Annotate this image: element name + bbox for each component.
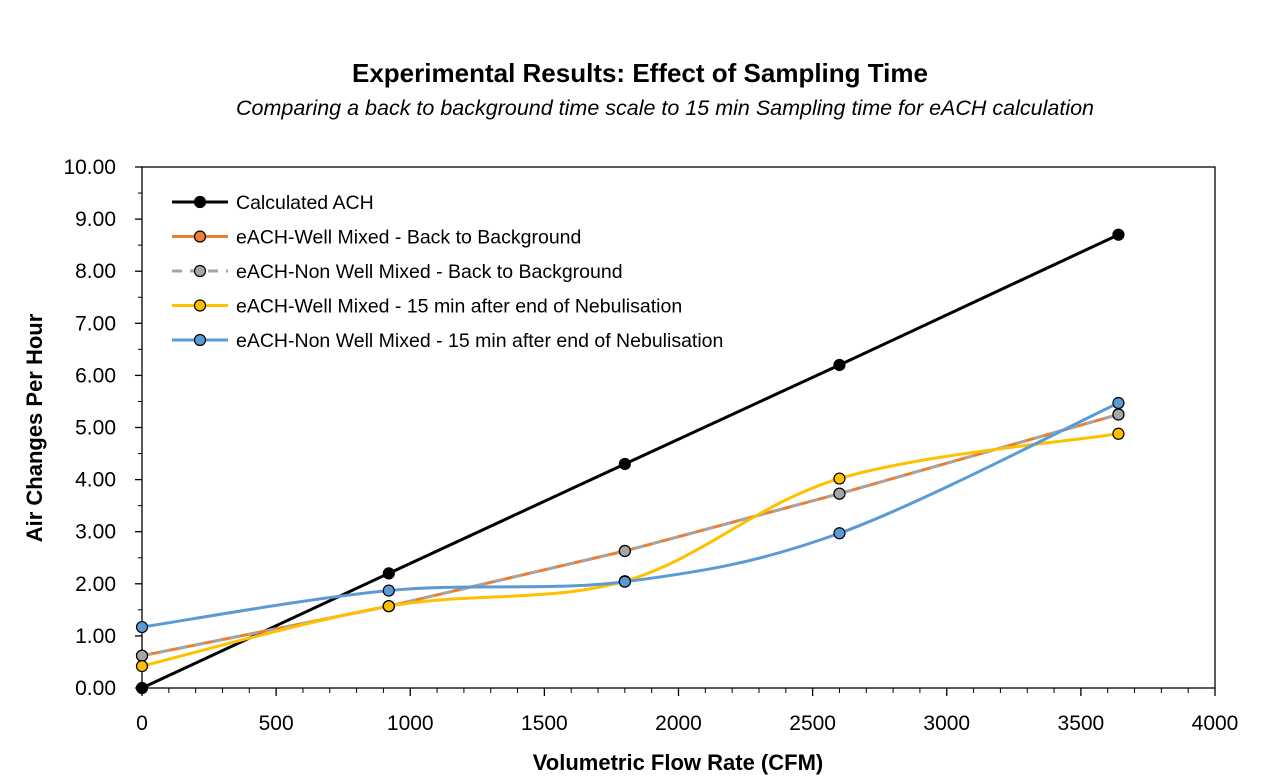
y-tick-label: 1.00	[75, 625, 116, 648]
data-point-series-0	[382, 567, 395, 580]
chart-title: Experimental Results: Effect of Sampling…	[352, 58, 928, 88]
data-point-series-0	[1112, 228, 1125, 241]
x-tick-label: 3500	[1058, 712, 1105, 735]
data-point-series-2	[135, 649, 149, 662]
legend-marker-4	[193, 333, 207, 347]
legend-label-2: eACH-Non Well Mixed - Back to Background	[236, 261, 623, 283]
legend-label-1: eACH-Well Mixed - Back to Background	[236, 227, 581, 249]
y-tick-label: 0.00	[75, 677, 116, 700]
y-axis-label: Air Changes Per Hour	[22, 313, 47, 542]
y-tick-label: 5.00	[75, 417, 116, 440]
legend-label-4: eACH-Non Well Mixed - 15 min after end o…	[236, 330, 723, 352]
y-tick-label: 3.00	[75, 521, 116, 544]
data-point-series-3	[833, 472, 846, 485]
chart-subtitle: Comparing a back to background time scal…	[235, 96, 1095, 120]
series-line-4	[140, 401, 1120, 629]
data-point-series-2	[1112, 408, 1125, 421]
data-point-series-0	[833, 358, 846, 372]
data-point-series-3	[382, 600, 395, 613]
x-tick-label: 3000	[923, 712, 970, 735]
data-point-series-3	[1112, 427, 1125, 440]
y-tick-label: 4.00	[75, 469, 116, 492]
axes: 0.00 1.00 2.00 3.00 4.00 5.00 6.00 7.00 8.00 9.00…	[63, 156, 1238, 735]
x-tick-label: 500	[259, 712, 294, 735]
x-axis-label: Volumetric Flow Rate (CFM)	[533, 750, 824, 775]
data-point-series-4	[382, 584, 395, 597]
marker-layer	[135, 228, 1125, 695]
x-tick-label: 1000	[387, 712, 434, 735]
x-tick-label: 2000	[655, 712, 702, 735]
legend-label-3: eACH-Well Mixed - 15 min after end of Ne…	[236, 296, 682, 318]
y-tick-label: 9.00	[75, 208, 116, 231]
data-point-series-4	[618, 575, 631, 588]
y-tick-label: 7.00	[75, 312, 116, 335]
x-tick-label: 0	[136, 712, 148, 735]
data-point-series-4	[1112, 396, 1125, 410]
legend-marker-0	[193, 195, 207, 209]
data-point-series-0	[135, 681, 149, 695]
legend-marker-3	[193, 299, 207, 312]
data-point-series-2	[618, 544, 631, 558]
x-tick-label: 2500	[789, 712, 836, 735]
y-tick-label: 8.00	[75, 260, 116, 283]
legend-label-0: Calculated ACH	[236, 192, 374, 214]
data-point-series-3	[135, 660, 149, 673]
legend-marker-1	[193, 230, 207, 243]
x-tick-label: 1500	[521, 712, 568, 735]
data-point-series-0	[618, 457, 631, 471]
x-tick-label: 4000	[1192, 712, 1239, 735]
data-point-series-4	[833, 527, 846, 540]
data-point-series-2	[833, 487, 846, 500]
legend: Calculated ACH eACH-Well Mixed - Back to …	[172, 192, 723, 352]
data-point-series-4	[135, 620, 149, 634]
y-tick-label: 6.00	[75, 364, 116, 387]
y-tick-label: 2.00	[75, 573, 116, 596]
y-tick-label: 10.00	[63, 156, 116, 179]
legend-marker-2	[193, 264, 207, 278]
